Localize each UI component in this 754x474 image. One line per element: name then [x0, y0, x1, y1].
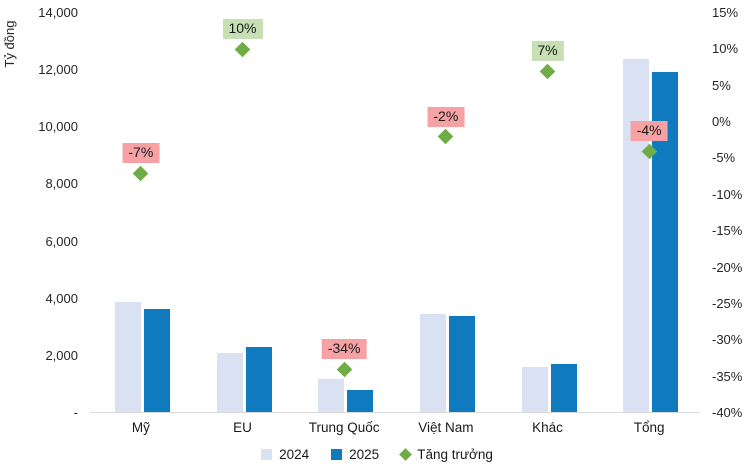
legend-square-icon: [261, 449, 273, 460]
legend-diamond-icon: [399, 448, 413, 461]
category-label: Trung Quốc: [308, 420, 380, 435]
legend-square-icon: [331, 449, 343, 460]
right-axis-tick-label: -35%: [712, 368, 743, 384]
right-axis-tick-label: -5%: [712, 150, 736, 166]
growth-label: 10%: [222, 19, 263, 40]
growth-marker: [133, 165, 149, 181]
category-label: EU: [233, 420, 252, 435]
legend-label: 2025: [349, 447, 380, 462]
legend-label: Tăng trưởng: [417, 447, 493, 462]
growth-marker: [539, 63, 556, 79]
right-axis-tick-label: -25%: [712, 295, 743, 311]
growth-label: -7%: [122, 143, 160, 163]
left-axis-tick-label: 14,000: [38, 5, 78, 20]
growth-label: -2%: [427, 106, 465, 127]
left-axis-tick-label: 2,000: [45, 347, 78, 363]
bar-2024: [521, 367, 548, 412]
right-axis-tick-label: 5%: [712, 77, 731, 93]
bar-2024: [419, 314, 446, 412]
right-axis-tick-label: 15%: [712, 5, 739, 20]
right-axis-tick-label: -20%: [712, 259, 743, 275]
category-label: Mỹ: [131, 420, 150, 435]
left-axis-tick-label: 10,000: [38, 119, 78, 135]
legend-label: 2024: [279, 447, 310, 462]
left-axis-tick-label: 4,000: [45, 290, 78, 306]
bar-2024: [318, 378, 345, 412]
category-label: Khác: [532, 420, 563, 435]
bar-2025: [550, 364, 577, 412]
bar-2025: [143, 309, 170, 412]
bar-2025: [448, 316, 475, 412]
left-axis-tick-label: 12,000: [38, 62, 78, 78]
left-axis-tick-label: 8,000: [45, 176, 78, 192]
growth-label: -4%: [630, 121, 668, 142]
y-axis-title: Tỷ đồng: [2, 20, 17, 68]
growth-label: 7%: [531, 41, 564, 62]
bar-2024: [114, 301, 141, 412]
growth-marker: [234, 41, 251, 58]
right-axis-tick-label: -30%: [712, 332, 743, 348]
bar-2024: [623, 58, 650, 412]
category-label: Việt Nam: [418, 420, 474, 435]
right-axis-tick-label: 0%: [712, 114, 731, 130]
x-axis-line: [90, 412, 700, 413]
category-label: Tổng: [633, 420, 665, 435]
bar-2025: [245, 347, 272, 412]
legend-item-2024: 2024: [261, 447, 309, 462]
legend-item-2025: 2025: [331, 447, 379, 462]
right-axis-tick-label: 10%: [712, 41, 739, 57]
left-axis-tick-label: 6,000: [45, 233, 78, 249]
legend-item-tăng-trưởng: Tăng trưởng: [399, 447, 493, 462]
legend: 2024 2025 Tăng trưởng: [0, 447, 754, 462]
right-axis-tick-label: -10%: [712, 186, 743, 202]
bar-2025: [347, 390, 374, 412]
right-axis-tick-label: -40%: [712, 405, 743, 420]
growth-marker: [438, 128, 454, 145]
growth-marker: [336, 361, 352, 378]
left-axis-tick-label: -: [73, 405, 78, 420]
bar-2024: [216, 353, 243, 412]
right-axis-tick-label: -15%: [712, 223, 743, 239]
growth-label: -34%: [321, 339, 367, 360]
